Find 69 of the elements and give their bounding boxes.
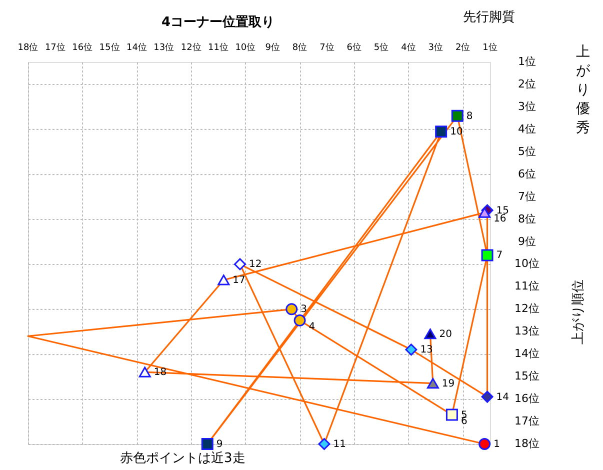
annotation: 11 xyxy=(333,439,346,450)
x-tick-label: 4位 xyxy=(401,42,416,53)
x-tick-label: 8位 xyxy=(292,42,308,53)
point xyxy=(294,314,306,326)
x-tick-label: 17位 xyxy=(44,42,66,53)
y-tick-label: 18位 xyxy=(514,437,540,450)
point xyxy=(478,438,491,450)
y-tick-label: 16位 xyxy=(514,392,540,406)
y-tick-label: 17位 xyxy=(514,414,540,428)
point xyxy=(405,344,418,356)
text: 上がり優秀 xyxy=(576,44,591,136)
annotation: 19 xyxy=(442,378,455,390)
x-tick-label: 18位 xyxy=(18,42,38,53)
x-tick-label: 14位 xyxy=(126,42,147,53)
y-tick-label: 13位 xyxy=(514,324,540,338)
y-tick-label: 7位 xyxy=(518,190,536,203)
point xyxy=(478,207,491,218)
x-tick-label: 12位 xyxy=(180,42,202,53)
y-tick-label: 3位 xyxy=(518,100,536,113)
y-tick-label: 6位 xyxy=(518,167,536,180)
x-tick-label: 9位 xyxy=(265,42,280,53)
text: 先行脚質 xyxy=(463,10,515,25)
annotation: 17 xyxy=(232,274,246,286)
x-tick-label: 15位 xyxy=(99,42,120,53)
x-tick-label: 2位 xyxy=(455,42,470,53)
y-tick-label: 1位 xyxy=(518,55,536,68)
x-tick-label: 5位 xyxy=(374,42,389,53)
point xyxy=(426,378,439,389)
y-tick-label: 2位 xyxy=(518,77,536,90)
x-tick-label: 10位 xyxy=(235,42,256,53)
annotation: 16 xyxy=(494,214,506,225)
annotation: 20 xyxy=(439,328,452,340)
point xyxy=(481,390,494,403)
point xyxy=(424,328,436,340)
point xyxy=(318,438,330,450)
point xyxy=(481,249,494,262)
text: 赤色ポイントは近3走 xyxy=(120,451,246,466)
point xyxy=(446,408,458,421)
y-tick-label: 12位 xyxy=(514,302,540,316)
x-tick-label: 16位 xyxy=(72,42,93,53)
y-tick-label: 4位 xyxy=(518,122,536,136)
y-tick-label: 11位 xyxy=(514,280,540,293)
point xyxy=(218,274,230,286)
x-tick-label: 13位 xyxy=(154,42,174,53)
point xyxy=(201,438,214,450)
y-tick-label: 10位 xyxy=(514,257,540,270)
point xyxy=(435,126,448,138)
y-tick-label: 9位 xyxy=(518,234,536,248)
annotation: 7 xyxy=(496,250,503,262)
y-axis-title: 上がり順位 xyxy=(571,280,586,344)
y-tick-label: 14位 xyxy=(514,347,540,360)
annotation: 12 xyxy=(248,259,262,270)
x-axis-title: 4コーナー位置取り xyxy=(161,15,275,30)
y-tick-label: 5位 xyxy=(518,144,536,158)
x-tick-label: 11位 xyxy=(208,42,228,53)
annotation: 8 xyxy=(466,110,473,122)
annotation: 3 xyxy=(300,304,307,316)
annotation: 9 xyxy=(216,439,223,450)
x-tick-label: 3位 xyxy=(428,42,444,53)
point xyxy=(286,303,298,316)
annotation: 1 xyxy=(494,439,500,450)
y-tick-label: 15位 xyxy=(514,370,540,383)
x-tick-label: 7位 xyxy=(320,42,334,53)
point xyxy=(451,110,464,122)
point xyxy=(138,366,151,378)
annotation: 14 xyxy=(496,392,510,403)
x-tick-label: 1位 xyxy=(482,42,498,53)
y-tick-label: 8位 xyxy=(518,212,536,226)
x-tick-label: 6位 xyxy=(346,42,362,53)
